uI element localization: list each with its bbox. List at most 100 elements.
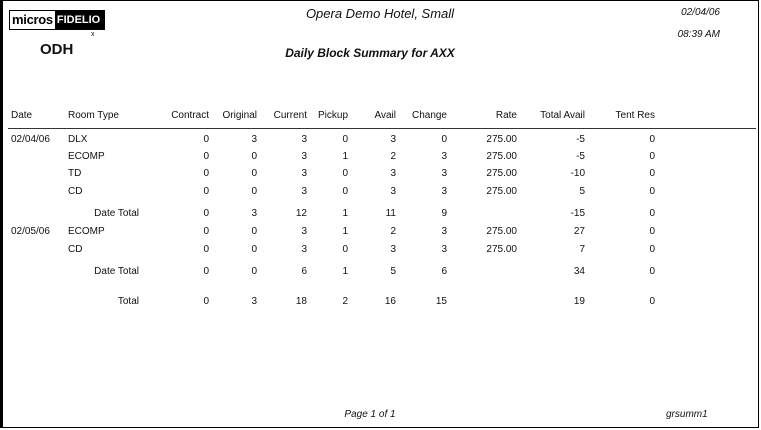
value-cell: 11	[385, 208, 396, 219]
date-cell: 02/05/06	[11, 226, 50, 237]
value-cell: 3	[251, 296, 257, 307]
value-cell: 0	[251, 151, 257, 162]
value-cell: 0	[342, 168, 348, 179]
value-cell: 275.00	[486, 168, 517, 179]
value-cell: 1	[342, 226, 348, 237]
column-header: Avail	[374, 110, 397, 121]
column-header: Date	[11, 110, 33, 121]
value-cell: 15	[435, 296, 447, 307]
column-header: Pickup	[317, 110, 348, 121]
room-type-cell: CD	[68, 244, 83, 255]
value-cell: 12	[295, 208, 307, 219]
value-cell: 6	[441, 266, 447, 277]
total-label: Date Total	[94, 208, 139, 219]
value-cell: 0	[649, 168, 655, 179]
report-date: 02/04/06	[681, 7, 720, 18]
value-cell: 0	[251, 186, 257, 197]
value-cell: 0	[342, 244, 348, 255]
value-cell: 0	[203, 208, 209, 219]
value-cell: 2	[390, 226, 396, 237]
value-cell: 0	[342, 134, 348, 145]
room-type-cell: CD	[68, 186, 83, 197]
report-id: grsumm1	[666, 409, 708, 420]
value-cell: 0	[203, 186, 209, 197]
column-header: Tent Res	[615, 110, 655, 121]
date-cell: 02/04/06	[11, 134, 50, 145]
value-cell: 2	[342, 296, 348, 307]
value-cell: 0	[649, 208, 655, 219]
value-cell: -5	[576, 134, 585, 145]
value-cell: 0	[649, 151, 655, 162]
value-cell: 3	[390, 186, 396, 197]
value-cell: 3	[301, 134, 307, 145]
value-cell: 3	[441, 186, 447, 197]
logo-fidelio: FIDELIO	[54, 11, 105, 29]
value-cell: 0	[203, 134, 209, 145]
value-cell: 0	[649, 134, 655, 145]
value-cell: 7	[579, 244, 585, 255]
value-cell: 3	[441, 168, 447, 179]
logo-micros: micros	[10, 11, 55, 29]
value-cell: 3	[251, 208, 257, 219]
value-cell: 0	[203, 168, 209, 179]
value-cell: 1	[342, 151, 348, 162]
property-code: ODH	[40, 41, 74, 58]
page-number: Page 1 of 1	[344, 409, 396, 420]
value-cell: 3	[441, 226, 447, 237]
value-cell: 0	[251, 266, 257, 277]
column-header: Contract	[171, 110, 209, 121]
logo-mark: x	[91, 31, 95, 38]
value-cell: 3	[301, 151, 307, 162]
report-title: Daily Block Summary for AXX	[285, 46, 455, 60]
value-cell: 3	[441, 244, 447, 255]
column-header: Current	[273, 110, 307, 121]
value-cell: 0	[649, 296, 655, 307]
value-cell: 0	[251, 168, 257, 179]
value-cell: 19	[573, 296, 585, 307]
value-cell: 3	[441, 151, 447, 162]
value-cell: 3	[301, 226, 307, 237]
value-cell: 5	[390, 266, 396, 277]
value-cell: 6	[301, 266, 307, 277]
value-cell: 5	[579, 186, 585, 197]
value-cell: 0	[203, 266, 209, 277]
value-cell: 0	[649, 266, 655, 277]
value-cell: 275.00	[486, 134, 517, 145]
room-type-cell: ECOMP	[68, 151, 105, 162]
value-cell: 9	[441, 208, 447, 219]
value-cell: 1	[342, 208, 348, 219]
value-cell: -5	[576, 151, 585, 162]
value-cell: 0	[251, 226, 257, 237]
value-cell: 0	[251, 244, 257, 255]
value-cell: 0	[203, 244, 209, 255]
value-cell: 0	[649, 244, 655, 255]
column-header: Room Type	[68, 110, 119, 121]
value-cell: 3	[301, 244, 307, 255]
value-cell: -10	[570, 168, 585, 179]
total-label: Total	[117, 296, 139, 307]
value-cell: 3	[390, 244, 396, 255]
value-cell: 3	[390, 168, 396, 179]
room-type-cell: TD	[68, 168, 82, 179]
value-cell: 34	[573, 266, 585, 277]
column-header: Rate	[495, 110, 517, 121]
value-cell: 275.00	[486, 226, 517, 237]
micros-fidelio-logo: micros FIDELIO	[9, 10, 106, 30]
column-header: Total Avail	[540, 110, 585, 121]
header-divider	[8, 128, 756, 129]
value-cell: 275.00	[486, 151, 517, 162]
value-cell: 1	[342, 266, 348, 277]
value-cell: 3	[251, 134, 257, 145]
room-type-cell: ECOMP	[68, 226, 105, 237]
hotel-name: Opera Demo Hotel, Small	[305, 6, 455, 21]
value-cell: 0	[649, 186, 655, 197]
value-cell: 3	[301, 186, 307, 197]
value-cell: 27	[573, 226, 585, 237]
value-cell: 3	[390, 134, 396, 145]
value-cell: 3	[301, 168, 307, 179]
column-header: Change	[411, 110, 447, 121]
value-cell: 275.00	[486, 186, 517, 197]
value-cell: 18	[295, 296, 307, 307]
value-cell: 16	[384, 296, 396, 307]
